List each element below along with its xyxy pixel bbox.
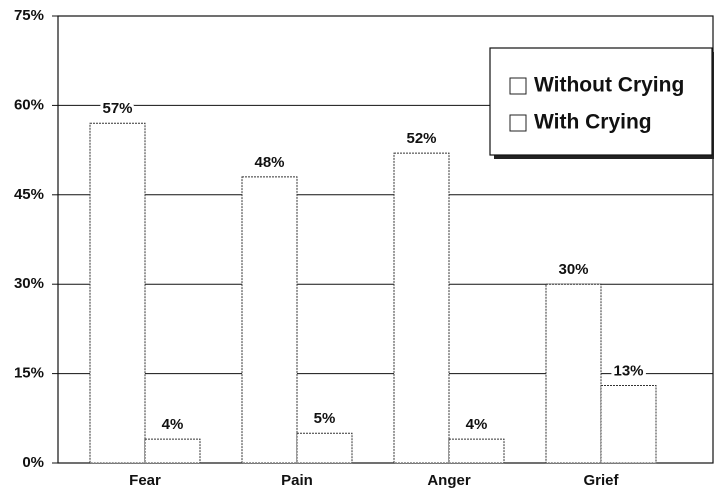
legend: Without Crying With Crying <box>489 47 714 159</box>
legend-swatch <box>509 77 527 95</box>
y-tick-label: 75% <box>14 7 44 24</box>
legend-label: With Crying <box>534 111 652 134</box>
bar <box>241 176 298 464</box>
legend-swatch <box>509 114 527 132</box>
bar <box>448 438 505 464</box>
y-tick-label: 15% <box>14 365 44 382</box>
value-label: 52% <box>406 130 436 147</box>
y-tick-label: 0% <box>22 454 44 471</box>
bar <box>89 122 146 464</box>
legend-box <box>489 47 713 156</box>
bar <box>393 152 450 464</box>
value-label: 57% <box>102 100 132 117</box>
x-tick-label: Anger <box>427 472 471 489</box>
bar <box>600 385 657 464</box>
value-label: 30% <box>558 261 588 278</box>
x-tick-label: Grief <box>583 472 619 489</box>
bar <box>545 283 602 464</box>
value-label: 48% <box>254 154 284 171</box>
x-tick-label: Pain <box>281 472 313 489</box>
y-tick-label: 60% <box>14 96 44 113</box>
value-label: 4% <box>466 416 488 433</box>
y-tick-label: 45% <box>14 186 44 203</box>
value-label: 13% <box>613 362 643 379</box>
value-label: 5% <box>314 410 336 427</box>
legend-label: Without Crying <box>534 74 684 97</box>
value-label: 4% <box>162 416 184 433</box>
y-tick-label: 30% <box>14 275 44 292</box>
bar <box>144 438 201 464</box>
bar <box>296 432 353 464</box>
x-tick-label: Fear <box>129 472 161 489</box>
